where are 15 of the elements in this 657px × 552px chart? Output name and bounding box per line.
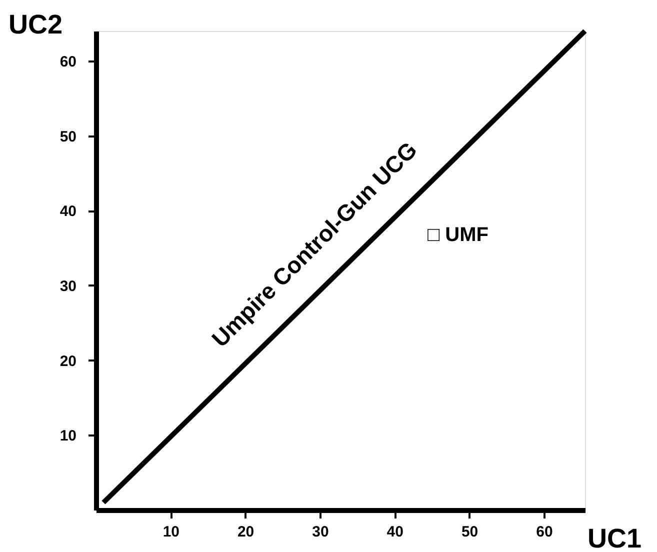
y-tick-label: 10 <box>60 428 76 445</box>
x-tick-label: 30 <box>312 524 329 540</box>
y-axis-title: UC2 <box>8 10 63 40</box>
y-tick-label: 20 <box>60 352 76 370</box>
y-tick-label: 40 <box>60 203 76 220</box>
x-tick-label: 50 <box>461 524 478 540</box>
y-tick-label: 30 <box>60 278 76 295</box>
y-tick-label: 60 <box>60 53 76 70</box>
x-axis-title: UC1 <box>588 524 642 552</box>
x-tick-label: 60 <box>536 524 553 540</box>
x-tick-label: 20 <box>237 524 254 540</box>
x-tick-label: 40 <box>386 524 404 540</box>
annotation: □ UMF <box>428 224 488 246</box>
y-tick-label: 50 <box>60 128 76 146</box>
x-tick-label: 10 <box>162 524 180 540</box>
